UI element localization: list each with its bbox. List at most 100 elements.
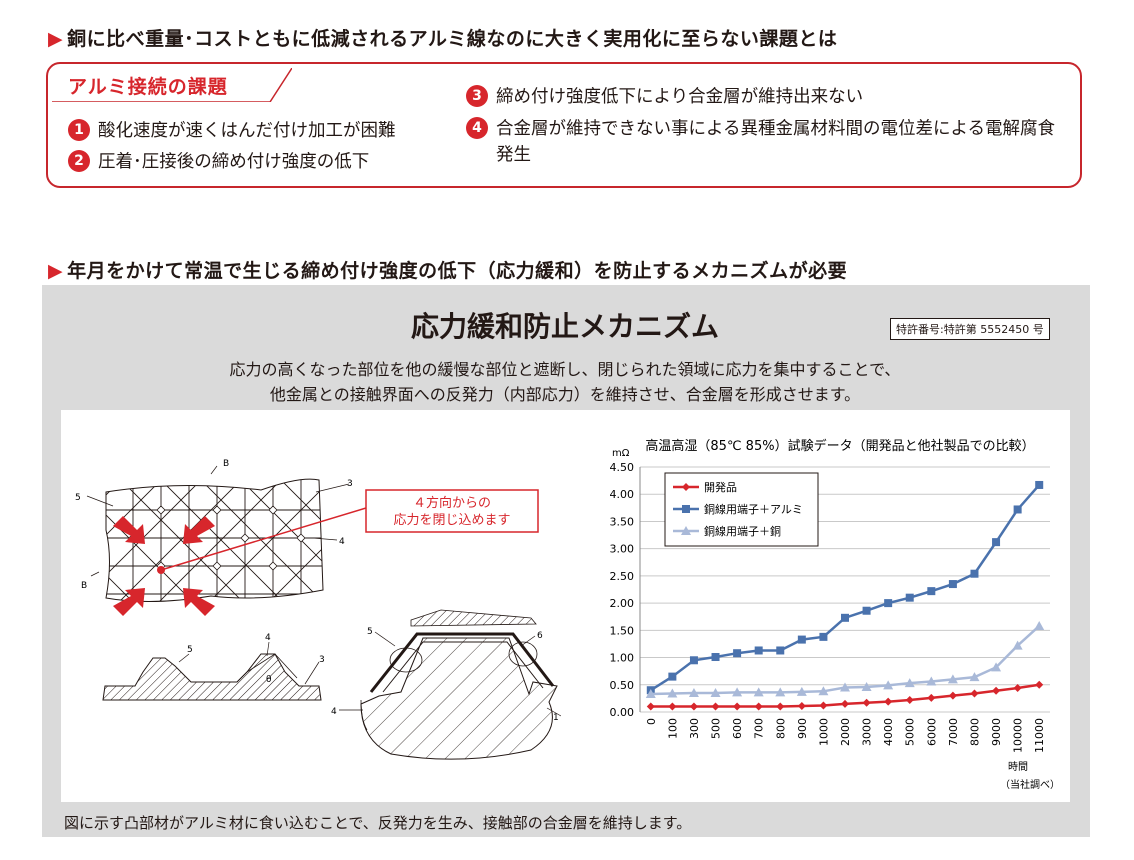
data-point (948, 691, 957, 700)
lattice-nodes (128, 505, 306, 571)
x-tick-label: 10000 (1012, 718, 1025, 753)
x-tick-label: 600 (731, 718, 744, 739)
chart-source-note: （当社調べ） (1000, 778, 1060, 791)
y-tick-label: 2.50 (610, 570, 635, 583)
data-point (905, 696, 914, 705)
data-point (862, 698, 871, 707)
data-point (970, 689, 979, 698)
data-point (927, 587, 936, 596)
data-point (819, 632, 828, 641)
data-point (969, 672, 980, 682)
data-point (1013, 684, 1022, 693)
data-point (754, 646, 763, 655)
legend-marker (681, 526, 691, 535)
issues-title-tab (52, 68, 292, 102)
resistance-chart: 高温高湿（85℃ 85%）試験データ（開発品と他社製品での比較） mΩ 0.00… (610, 438, 1061, 791)
series-layer (645, 480, 1045, 711)
x-tick-label: 500 (710, 718, 723, 739)
x-tick-label: 7000 (947, 718, 960, 746)
issue-text: 締め付け強度低下により合金層が維持出来ない (496, 87, 864, 107)
data-point (992, 686, 1001, 695)
data-point (1035, 680, 1044, 689)
y-axis-unit: mΩ (612, 448, 630, 459)
label-6: 6 (537, 631, 543, 641)
label-4: 4 (331, 707, 337, 717)
data-point (645, 689, 656, 699)
issue-text: 圧着･圧接後の締め付け強度の低下 (98, 152, 370, 172)
data-point (1035, 480, 1044, 489)
label-4: 4 (339, 537, 345, 547)
y-tick-label: 0.00 (610, 706, 635, 719)
x-tick-label: 6000 (925, 718, 938, 746)
chart-title: 高温高湿（85℃ 85%）試験データ（開発品と他社製品での比較） (645, 438, 1034, 454)
data-point (884, 697, 893, 706)
figure-area (61, 410, 1070, 802)
data-point (1013, 505, 1022, 514)
callout-box (365, 489, 539, 533)
data-point (668, 672, 677, 681)
triangle-bullet-icon: ▶ (48, 28, 64, 50)
label-4: 4 (265, 633, 271, 643)
label-5: 5 (187, 645, 193, 655)
label-b: B (81, 581, 87, 591)
patent-number: 特許番号:特許第 5552450 号 (890, 318, 1050, 340)
figure-caption: 図に示す凸部材がアルミ材に食い込むことで、反発力を生み、接触部の合金層を維持しま… (64, 814, 692, 832)
data-point (776, 702, 785, 711)
data-point (947, 674, 958, 684)
heading-issues: ▶ 銅に比べ重量･コストともに低減されるアルミ線なのに大きく実用化に至らない課題と… (48, 24, 837, 51)
label-theta: θ (266, 675, 272, 685)
data-point (818, 686, 829, 696)
label-1: 1 (553, 713, 559, 723)
label-5: 5 (75, 493, 81, 503)
legend-label: 銅線用端子＋アルミ (704, 502, 803, 516)
callout-text-1: ４方向からの (413, 495, 491, 511)
mechanism-description-1: 応力の高くなった部位を他の緩慢な部位と遮断し、閉じられた領域に応力を集中すること… (229, 360, 901, 379)
data-point (861, 681, 872, 691)
heading-mechanism-need: ▶ 年月をかけて常温で生じる締め付け強度の低下（応力緩和）を防止するメカニズムが必… (48, 256, 847, 283)
label-b: B (223, 459, 229, 469)
mechanism-title: 応力緩和防止メカニズム (410, 310, 719, 343)
issues-title: アルミ接続の課題 (68, 76, 228, 98)
number-badge-icon: 4 (466, 117, 488, 139)
data-point (992, 538, 1001, 547)
data-point (689, 702, 698, 711)
label-5: 5 (367, 627, 373, 637)
x-tick-label: 1000 (817, 718, 830, 746)
data-point (667, 688, 678, 698)
legend-marker (682, 505, 690, 513)
y-tick-label: 1.50 (610, 624, 635, 637)
data-point (840, 682, 850, 692)
x-tick-label: 5000 (904, 718, 917, 746)
x-tick-label: 0 (645, 718, 658, 725)
data-point (926, 676, 937, 686)
data-point (732, 687, 743, 697)
y-tick-label: 4.00 (610, 488, 635, 501)
data-point (733, 702, 742, 711)
x-tick-label: 4000 (882, 718, 895, 746)
data-point (1034, 620, 1045, 630)
data-point (754, 702, 763, 711)
data-point (904, 678, 915, 688)
series-2 (646, 480, 1044, 695)
data-point (819, 701, 828, 710)
x-tick-label: 3000 (861, 718, 874, 746)
data-point (862, 606, 871, 615)
y-tick-label: 3.50 (610, 515, 635, 528)
data-point (1012, 640, 1023, 650)
data-point (970, 569, 979, 578)
issue-item-3: 3 締め付け強度低下により合金層が維持出来ない (466, 84, 863, 110)
data-point (688, 687, 699, 697)
data-point (710, 687, 721, 697)
callout-leader-line (160, 507, 367, 571)
issues-box (46, 62, 1082, 188)
data-point (733, 649, 742, 658)
callout-text-2: 応力を閉じ込めます (393, 513, 510, 528)
data-point (775, 687, 786, 697)
y-tick-label: 4.50 (610, 461, 635, 474)
y-tick-label: 2.00 (610, 597, 635, 610)
legend-label: 開発品 (704, 480, 737, 494)
label-3: 3 (347, 479, 353, 489)
x-axis-label: 時間 (1008, 761, 1028, 773)
triangle-bullet-icon: ▶ (48, 260, 64, 282)
